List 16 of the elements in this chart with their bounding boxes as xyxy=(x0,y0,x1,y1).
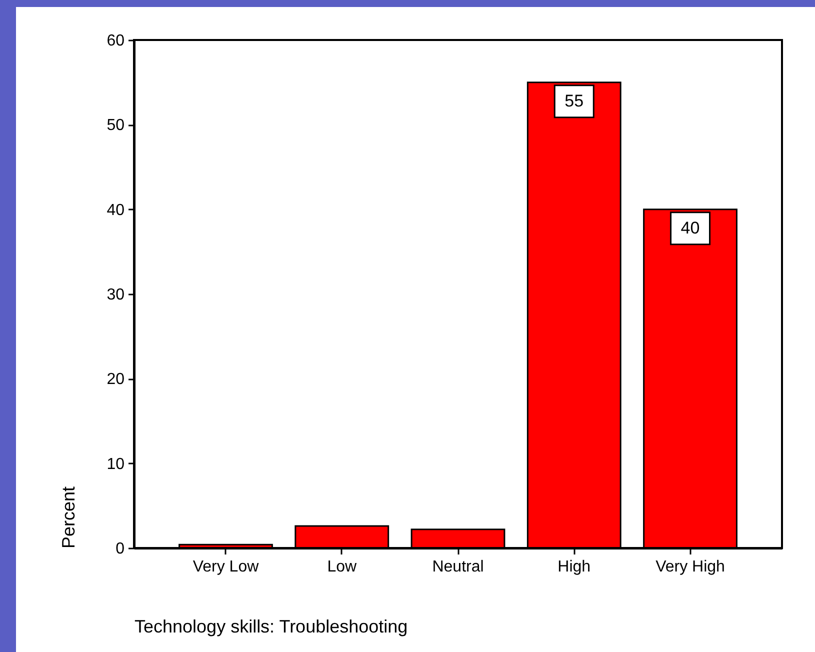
y-tick-label: 60 xyxy=(106,32,125,50)
x-tick-label: High xyxy=(558,558,591,576)
data-label: 55 xyxy=(564,91,584,110)
y-tick-label: 10 xyxy=(106,456,125,473)
data-label: 40 xyxy=(680,218,700,238)
y-tick-label: 50 xyxy=(106,117,125,134)
x-tick-label: Very Low xyxy=(192,558,260,576)
y-tick-label: 0 xyxy=(116,540,125,558)
y-tick-label: 30 xyxy=(106,286,125,304)
x-axis-title: Technology skills: Troubleshooting xyxy=(134,616,408,636)
y-tick-label: 40 xyxy=(106,202,125,219)
x-tick-label: Neutral xyxy=(432,558,484,576)
y-axis-title: Percent xyxy=(58,486,78,548)
x-tick-label: Very High xyxy=(656,558,725,576)
y-tick-label: 20 xyxy=(106,371,125,388)
x-tick-label: Low xyxy=(327,558,357,576)
